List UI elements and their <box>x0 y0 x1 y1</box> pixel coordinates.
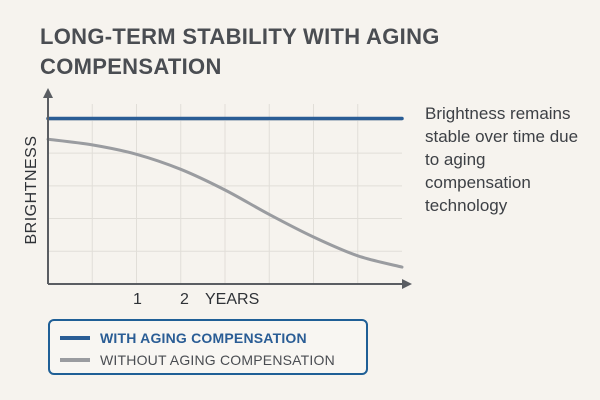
x-axis-label: YEARS <box>205 291 259 308</box>
series-line-without-compensation <box>46 137 404 269</box>
legend: WITH AGING COMPENSATION WITHOUT AGING CO… <box>48 319 368 375</box>
x-tick-label: 2 <box>180 291 189 308</box>
chart-title: LONG-TERM STABILITY WITH AGING COMPENSAT… <box>40 24 440 79</box>
y-axis-label: BRIGHTNESS <box>23 135 40 244</box>
legend-label-without: WITHOUT AGING COMPENSATION <box>100 352 335 368</box>
legend-label-with: WITH AGING COMPENSATION <box>100 330 307 346</box>
y-axis-arrow-icon <box>43 88 53 98</box>
x-tick-label: 1 <box>133 291 142 308</box>
grid <box>48 104 402 284</box>
legend-item-without: WITHOUT AGING COMPENSATION <box>60 350 335 370</box>
x-axis-arrow-icon <box>402 279 412 289</box>
legend-swatch-with <box>60 336 90 340</box>
axes <box>43 88 412 289</box>
legend-swatch-without <box>60 358 90 362</box>
legend-item-with: WITH AGING COMPENSATION <box>60 328 307 348</box>
series-layer <box>46 116 404 269</box>
side-note: Brightness remains stable over time due … <box>425 104 579 215</box>
